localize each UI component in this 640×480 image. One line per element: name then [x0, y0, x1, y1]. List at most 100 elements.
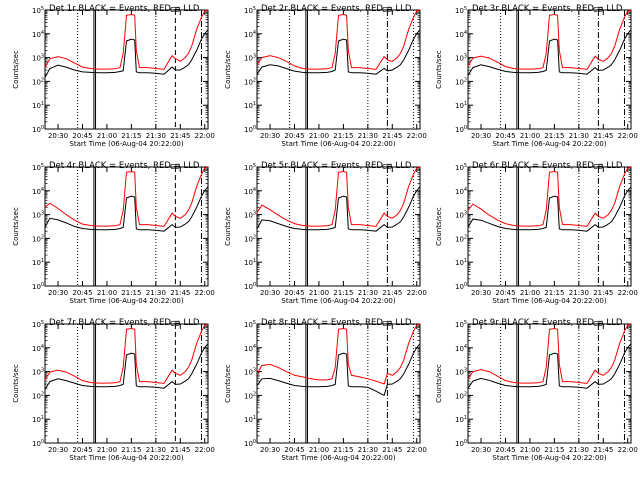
y-axis-label: Counts/sec: [12, 364, 20, 403]
y-tick-label: 102: [244, 234, 256, 243]
x-tick-label: 21:30: [146, 289, 166, 297]
x-tick-label: 21:00: [97, 289, 117, 297]
events-series-line: [256, 29, 421, 75]
x-tick-label: 21:15: [544, 446, 564, 454]
y-axis-label: Counts/sec: [224, 207, 232, 246]
x-tick-label: 21:00: [309, 446, 329, 454]
x-tick-label: 22:00: [618, 132, 638, 140]
x-tick-label: 21:00: [520, 132, 540, 140]
y-tick-label: 100: [32, 125, 44, 134]
lld-series-line: [467, 166, 632, 227]
y-tick-label: 105: [32, 320, 44, 329]
x-tick-label: 22:00: [407, 289, 427, 297]
panel-2: Det 2r BLACK = Events, RED = LLDCD100101…: [224, 4, 427, 148]
panel-title: Det 3r BLACK = Events, RED = LLD: [472, 4, 623, 14]
panel-title: Det 4r BLACK = Events, RED = LLD: [49, 161, 200, 171]
panel-1: Det 1r BLACK = Events, RED = LLDCD100101…: [12, 4, 215, 148]
x-tick-label: 21:30: [146, 446, 166, 454]
y-tick-label: 103: [32, 54, 44, 63]
x-tick-label: 21:45: [593, 289, 613, 297]
x-tick-label: 20:45: [72, 446, 92, 454]
lld-series-line: [44, 166, 209, 227]
x-tick-label: 20:30: [260, 446, 280, 454]
x-tick-label: 20:45: [72, 132, 92, 140]
y-tick-label: 102: [244, 391, 256, 400]
y-axis-label: Counts/sec: [224, 364, 232, 403]
y-tick-label: 105: [244, 163, 256, 172]
x-tick-label: 20:45: [495, 446, 515, 454]
x-tick-label: 21:30: [358, 132, 378, 140]
x-tick-label: 21:15: [544, 132, 564, 140]
x-tick-label: 20:30: [48, 289, 68, 297]
x-tick-label: 21:30: [146, 132, 166, 140]
y-tick-label: 102: [244, 77, 256, 86]
x-tick-label: 21:15: [121, 289, 141, 297]
y-tick-label: 102: [455, 391, 467, 400]
x-axis-label: Start Time (06-Aug-04 20:22:00): [492, 140, 606, 148]
plot-frame: [467, 9, 632, 130]
x-tick-label: 21:45: [382, 446, 402, 454]
x-tick-label: 20:45: [284, 446, 304, 454]
lld-series-line: [256, 323, 421, 385]
y-tick-label: 100: [244, 125, 256, 134]
y-tick-label: 102: [455, 77, 467, 86]
y-tick-label: 103: [455, 211, 467, 220]
y-tick-label: 101: [455, 101, 467, 110]
lld-series-line: [256, 166, 421, 227]
panel-8: Det 8r BLACK = Events, RED = LLDCD100101…: [224, 318, 427, 462]
x-tick-label: 22:00: [618, 289, 638, 297]
panel-6: Det 6r BLACK = Events, RED = LLDCD100101…: [435, 161, 638, 305]
plot-frame: [44, 9, 209, 130]
y-tick-label: 105: [455, 320, 467, 329]
y-tick-label: 102: [32, 234, 44, 243]
y-tick-label: 104: [455, 187, 467, 196]
x-tick-label: 21:30: [569, 446, 589, 454]
lld-series-line: [467, 9, 632, 70]
y-tick-label: 100: [455, 282, 467, 291]
x-tick-label: 21:15: [544, 289, 564, 297]
x-tick-label: 21:15: [333, 289, 353, 297]
x-tick-label: 22:00: [195, 289, 215, 297]
plot-frame: [256, 9, 421, 130]
x-tick-label: 22:00: [407, 446, 427, 454]
y-tick-label: 101: [244, 101, 256, 110]
lld-series-line: [44, 9, 209, 70]
y-axis-label: Counts/sec: [12, 50, 20, 89]
x-tick-label: 21:30: [358, 446, 378, 454]
x-tick-label: 21:15: [121, 132, 141, 140]
panel-3: Det 3r BLACK = Events, RED = LLDCD100101…: [435, 4, 638, 148]
y-tick-label: 101: [32, 415, 44, 424]
lld-series-line: [467, 323, 632, 384]
y-tick-label: 103: [455, 54, 467, 63]
panel-title: Det 9r BLACK = Events, RED = LLD: [472, 318, 623, 328]
panel-4: Det 4r BLACK = Events, RED = LLDCD100101…: [12, 161, 215, 305]
events-series-line: [256, 186, 421, 232]
x-tick-label: 21:30: [569, 289, 589, 297]
y-tick-label: 104: [32, 344, 44, 353]
y-tick-label: 101: [244, 415, 256, 424]
x-tick-label: 20:45: [284, 289, 304, 297]
x-tick-label: 21:15: [121, 446, 141, 454]
x-axis-label: Start Time (06-Aug-04 20:22:00): [281, 297, 395, 305]
plot-frame: [256, 166, 421, 287]
x-tick-label: 21:45: [170, 132, 190, 140]
x-tick-label: 20:45: [495, 132, 515, 140]
y-axis-label: Counts/sec: [224, 50, 232, 89]
events-series-line: [467, 186, 632, 232]
y-tick-label: 100: [32, 439, 44, 448]
lld-series-line: [44, 323, 209, 384]
y-tick-label: 102: [455, 234, 467, 243]
y-tick-label: 103: [244, 368, 256, 377]
panel-title: Det 1r BLACK = Events, RED = LLD: [49, 4, 200, 14]
x-tick-label: 20:45: [284, 132, 304, 140]
x-tick-label: 21:30: [569, 132, 589, 140]
x-tick-label: 21:45: [382, 289, 402, 297]
y-tick-label: 102: [32, 391, 44, 400]
x-tick-label: 20:30: [471, 132, 491, 140]
events-series-line: [44, 186, 209, 232]
events-series-line: [467, 343, 632, 389]
x-tick-label: 20:30: [471, 289, 491, 297]
plot-frame: [467, 166, 632, 287]
y-tick-label: 103: [32, 211, 44, 220]
